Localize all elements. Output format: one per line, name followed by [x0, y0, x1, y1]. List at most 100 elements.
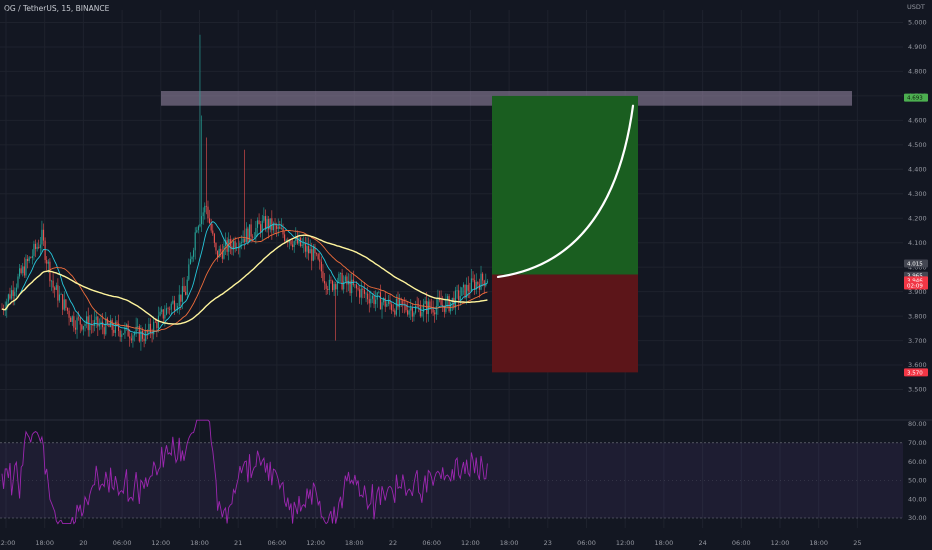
- candle-body: [42, 229, 45, 241]
- candle-body: [98, 324, 100, 327]
- candle-body: [180, 294, 182, 302]
- candle-body: [379, 292, 381, 310]
- candle-body: [450, 302, 452, 312]
- time-tick-label: 18:00: [655, 539, 674, 547]
- candle-body: [173, 300, 176, 311]
- target-box: [492, 95, 638, 275]
- candle-body: [23, 266, 25, 276]
- candle-body: [370, 298, 372, 304]
- candle-body: [33, 243, 35, 256]
- candle-body: [301, 244, 303, 247]
- candle-body: [216, 250, 219, 258]
- candle-body: [196, 230, 198, 233]
- candle-body: [384, 298, 386, 307]
- candle-body: [15, 287, 17, 292]
- candle-body: [486, 281, 488, 283]
- candle-body: [319, 259, 321, 262]
- candle-body: [201, 216, 203, 225]
- candle-body: [50, 280, 53, 282]
- candle-body: [333, 284, 335, 291]
- candle-body: [178, 294, 180, 307]
- candle-body: [151, 332, 153, 335]
- candle-body: [351, 279, 353, 294]
- candle-body: [224, 240, 227, 246]
- projection-curve: [496, 104, 635, 279]
- candle-body: [394, 310, 396, 315]
- candle-body: [339, 273, 342, 274]
- candle-body: [426, 301, 428, 315]
- candle-body: [322, 271, 324, 281]
- candle-body: [39, 244, 41, 248]
- candle-body: [427, 301, 429, 315]
- candle-body: [467, 284, 469, 291]
- candle-body: [407, 310, 409, 315]
- candle-body: [429, 301, 431, 308]
- time-tick-label: 25: [853, 539, 861, 547]
- candle-body: [298, 237, 300, 244]
- candle-body: [292, 244, 294, 248]
- candle-body: [295, 236, 297, 242]
- candle-body: [106, 318, 108, 325]
- time-tick-label: 12:00: [771, 539, 790, 547]
- candle-body: [242, 238, 244, 243]
- candle-body: [205, 205, 207, 207]
- time-tick-label: 22: [389, 539, 397, 547]
- candle-body: [325, 283, 327, 289]
- candle-body: [114, 321, 116, 333]
- candle-body: [55, 285, 57, 290]
- candle-body: [124, 326, 126, 334]
- candle-body: [453, 297, 455, 308]
- candle-body: [437, 298, 439, 307]
- candle-body: [469, 290, 471, 292]
- candle-body: [443, 305, 445, 312]
- candle-body: [392, 310, 394, 311]
- candle-body: [343, 281, 345, 290]
- candle-body: [285, 240, 287, 241]
- candle-body: [271, 218, 273, 231]
- candle-body: [346, 276, 348, 285]
- candle-body: [434, 312, 436, 315]
- candle-body: [68, 310, 70, 318]
- candle-body: [293, 241, 295, 248]
- candle-body: [231, 246, 233, 250]
- candle-body: [368, 299, 370, 304]
- candle-body: [105, 318, 107, 335]
- candle-body: [189, 259, 191, 265]
- time-tick-label: 12:00: [616, 539, 635, 547]
- price-axis: USDT5.0004.9004.8004.7004.6004.5004.4004…: [904, 3, 928, 394]
- candle-body: [140, 330, 142, 342]
- candle-body: [255, 227, 257, 237]
- candle-body: [245, 228, 247, 243]
- candle-body: [442, 304, 444, 306]
- candle-body: [309, 249, 311, 254]
- candle-body: [6, 301, 8, 311]
- candle-body: [97, 316, 99, 327]
- candle-body: [220, 248, 222, 252]
- candle-body: [317, 254, 319, 260]
- rsi-axis: 80.00 70.00 60.00 50.00 40.00 30.00: [908, 420, 927, 522]
- time-tick-label: 12:00: [0, 539, 15, 547]
- candle-body: [236, 247, 238, 249]
- price-tag-label: 4.015: [907, 261, 923, 267]
- candle-body: [103, 327, 105, 335]
- candle-body: [410, 307, 412, 311]
- candle-body: [86, 316, 88, 325]
- candle-body: [197, 226, 199, 231]
- candle-body: [157, 315, 160, 329]
- time-tick-label: 23: [544, 539, 552, 547]
- candle-body: [413, 312, 415, 317]
- candle-body: [130, 338, 132, 341]
- price-tick-label: 3.800: [908, 312, 927, 320]
- candle-body: [213, 233, 215, 243]
- candle-body: [365, 293, 367, 295]
- candle-body: [165, 308, 168, 315]
- candle-body: [354, 284, 356, 286]
- price-tag-label: 4.693: [907, 96, 923, 102]
- candle-body: [314, 246, 316, 254]
- candle-body: [145, 330, 147, 342]
- candle-body: [95, 316, 97, 320]
- price-tick-label: 4.100: [908, 239, 927, 247]
- candle-body: [357, 288, 359, 290]
- candle-body: [435, 306, 437, 315]
